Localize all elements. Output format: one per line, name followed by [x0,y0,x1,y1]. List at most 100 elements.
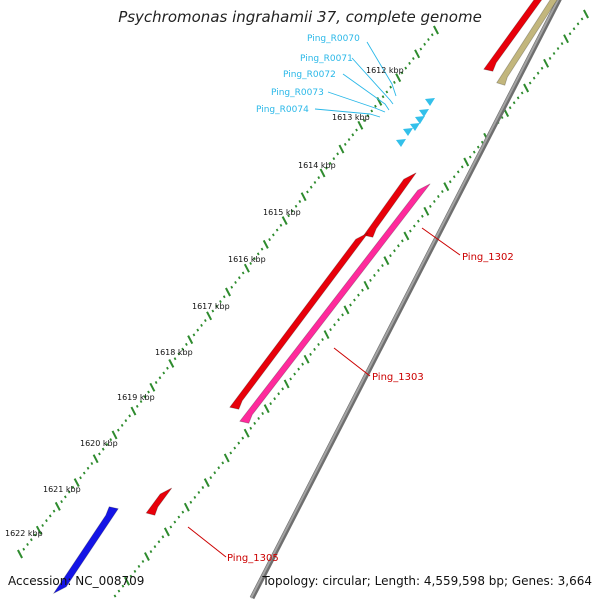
minor-tick [362,118,366,123]
minor-tick [361,288,364,292]
minor-tick [260,247,264,251]
minor-tick [281,387,284,391]
kbp-tick-label: 1622 kbp [5,529,43,538]
major-tick [35,525,42,535]
minor-tick [211,309,215,313]
minor-tick [141,559,145,563]
gene-labels: Ping_1302 Ping_1303 Ping_1305 [227,252,514,564]
inner-tick-ring [113,9,589,598]
minor-tick [289,377,292,381]
minor-tick [381,264,384,268]
minor-tick [429,204,432,208]
minor-tick [233,446,237,450]
minor-tick [241,271,245,275]
minor-tick [351,133,355,137]
rna-arrow [415,116,425,124]
minor-tick [161,535,165,539]
minor-tick [162,371,166,375]
minor-tick [185,342,188,346]
rna-callout-line [351,57,394,105]
minor-tick [297,367,300,371]
minor-tick [343,142,347,146]
minor-tick [41,523,44,527]
minor-tick [419,47,423,51]
minor-tick [153,545,157,549]
rna-arrow [425,98,435,106]
minor-tick [369,278,372,282]
minor-tick [86,466,90,470]
minor-tick [181,510,185,514]
minor-tick [193,495,197,499]
major-tick [111,430,118,440]
minor-tick [401,239,404,243]
minor-tick [22,547,26,551]
minor-tick [67,490,71,494]
major-tick [225,287,231,297]
major-tick [130,406,137,416]
minor-tick [472,150,476,154]
minor-tick [373,273,376,277]
rna-label: Ping_R0072 [283,70,336,80]
minor-tick [568,32,572,36]
rna-callout-line [314,108,381,118]
rna-label: Ping_R0070 [307,34,360,44]
major-tick [168,359,175,368]
minor-tick [113,594,117,598]
minor-tick [389,254,392,258]
minor-tick [157,540,161,544]
minor-tick [423,42,427,46]
major-tick [563,34,569,44]
minor-tick [580,17,584,21]
major-tick [92,454,99,464]
minor-tick [177,515,181,519]
major-tick [403,231,410,241]
minor-tick [301,362,304,366]
major-tick [243,428,250,438]
minor-tick [552,51,556,55]
minor-tick [417,219,420,223]
major-tick [423,206,430,216]
minor-tick [328,161,332,165]
minor-tick [143,395,147,399]
minor-tick [189,500,193,504]
cds-arrow-long-red [229,232,369,410]
feature-track [52,0,558,595]
minor-tick [433,199,436,203]
minor-tick [436,194,440,199]
kbp-tick-label: 1615 kbp [263,208,301,217]
minor-tick [408,61,411,65]
major-tick [223,453,230,463]
gene-callout-line [333,347,371,377]
minor-tick [353,298,356,302]
major-tick [338,144,345,154]
minor-tick [393,80,396,84]
minor-tick [192,333,196,337]
minor-tick [532,76,536,80]
minor-tick [468,155,472,159]
rna-callout-line [366,41,397,97]
rna-callout-line [342,73,390,111]
major-tick [433,25,439,35]
minor-tick [400,71,404,75]
kbp-tick-labels: 1612 kbp 1613 kbp 1614 kbp 1615 kbp 1616 kbp… [5,66,404,538]
minor-tick [397,244,400,248]
minor-tick [273,397,277,401]
cds-arrow-ping-1305 [145,487,173,516]
minor-tick [321,338,324,342]
rna-arrow [410,123,420,131]
minor-tick [201,485,205,490]
kbp-tick-label: 1619 kbp [117,393,155,402]
map-title: Psychromonas ingrahamii 37, complete gen… [118,8,482,26]
major-tick [149,382,156,392]
major-tick [203,478,210,488]
major-tick [206,311,213,321]
major-tick [543,58,550,68]
minor-tick [147,390,150,394]
major-tick [343,305,350,315]
minor-tick [393,249,396,253]
minor-tick [139,400,143,404]
minor-tick [234,280,237,284]
rna-callout-line [327,91,386,113]
major-tick [319,168,326,178]
